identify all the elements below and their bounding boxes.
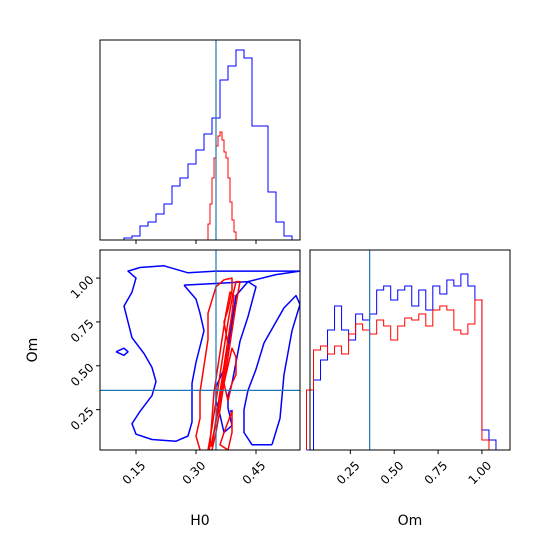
h0-histogram-frame: [99, 39, 301, 241]
x-axis-label-h0: H0: [190, 513, 209, 529]
red-contour-2: [207, 280, 241, 450]
blue-contour-1: [123, 265, 300, 442]
joint-contour-marks: [115, 265, 300, 450]
h0-tick-label: 0.15: [120, 458, 149, 487]
om-tick-label-y: 0.50: [68, 360, 97, 389]
red-contour-3: [209, 291, 235, 448]
red-contour-4: [219, 410, 233, 450]
om-tick-label: 0.50: [378, 458, 407, 487]
joint-y-ticks: 0.25 0.50 0.75 1.00: [68, 273, 100, 433]
om-tick-label-y: 0.25: [68, 404, 97, 433]
om-histogram-red: [305, 299, 490, 450]
h0-tick-label: 0.30: [180, 458, 209, 487]
om-histogram-blue: [306, 273, 497, 451]
panel-om-histogram: 0.25 0.50 0.75 1.00: [305, 249, 511, 487]
om-tick-label: 0.75: [422, 458, 451, 487]
panel-h0-histogram: [99, 39, 301, 244]
om-tick-label: 1.00: [465, 458, 494, 487]
om-histogram-marks: [305, 273, 497, 451]
x-axis-label-om: Om: [398, 513, 423, 529]
om-tick-label-y: 1.00: [68, 273, 97, 302]
om-histogram-ticks: 0.25 0.50 0.75 1.00: [334, 450, 494, 487]
h0-histogram-blue: [123, 49, 293, 240]
joint-frame: [99, 249, 301, 451]
joint-x-ticks: 0.15 0.30 0.45: [120, 450, 269, 487]
y-axis-label-om: Om: [25, 338, 41, 363]
om-tick-label-y: 0.75: [68, 317, 97, 346]
om-histogram-frame: [309, 249, 511, 451]
h0-histogram-marks: [123, 49, 293, 240]
blue-contour-4: [115, 347, 129, 357]
om-tick-label: 0.25: [334, 458, 363, 487]
h0-histogram-red: [207, 131, 237, 240]
panel-joint-contours: 0.15 0.30 0.45 0.25 0.50 0.75 1.00: [68, 249, 301, 487]
red-contour-5: [223, 347, 237, 402]
h0-tick-label: 0.45: [240, 458, 269, 487]
h0-histogram-ticks: [135, 240, 257, 244]
blue-contour-2: [243, 294, 300, 446]
